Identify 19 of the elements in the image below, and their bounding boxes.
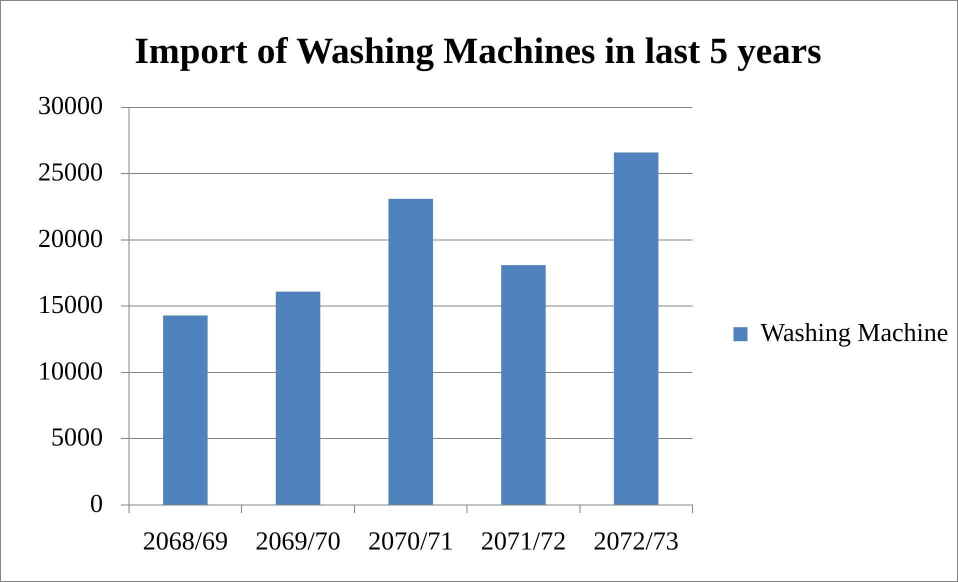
y-tick-label: 10000	[38, 356, 103, 386]
bar	[276, 292, 320, 504]
y-tick-label: 0	[90, 488, 103, 518]
x-tick-label: 2072/73	[594, 526, 679, 556]
x-tick-label: 2071/72	[480, 526, 566, 556]
bar	[501, 265, 546, 504]
bar	[614, 152, 658, 504]
bar	[388, 198, 434, 504]
x-tick-label: 2069/70	[255, 526, 341, 556]
y-tick-label: 20000	[38, 224, 103, 253]
y-tick-label: 5000	[51, 422, 103, 452]
y-tick-label: 15000	[38, 290, 103, 320]
chart-title: Import of Washing Machines in last 5 years	[134, 30, 822, 72]
y-tick-label: 30000	[38, 91, 103, 120]
x-tick-label: 2070/71	[368, 526, 454, 556]
x-tick-label: 2068/69	[142, 526, 228, 556]
legend-label: Washing Machine	[760, 318, 948, 348]
y-tick-label: 25000	[38, 157, 103, 186]
bar	[163, 315, 208, 504]
